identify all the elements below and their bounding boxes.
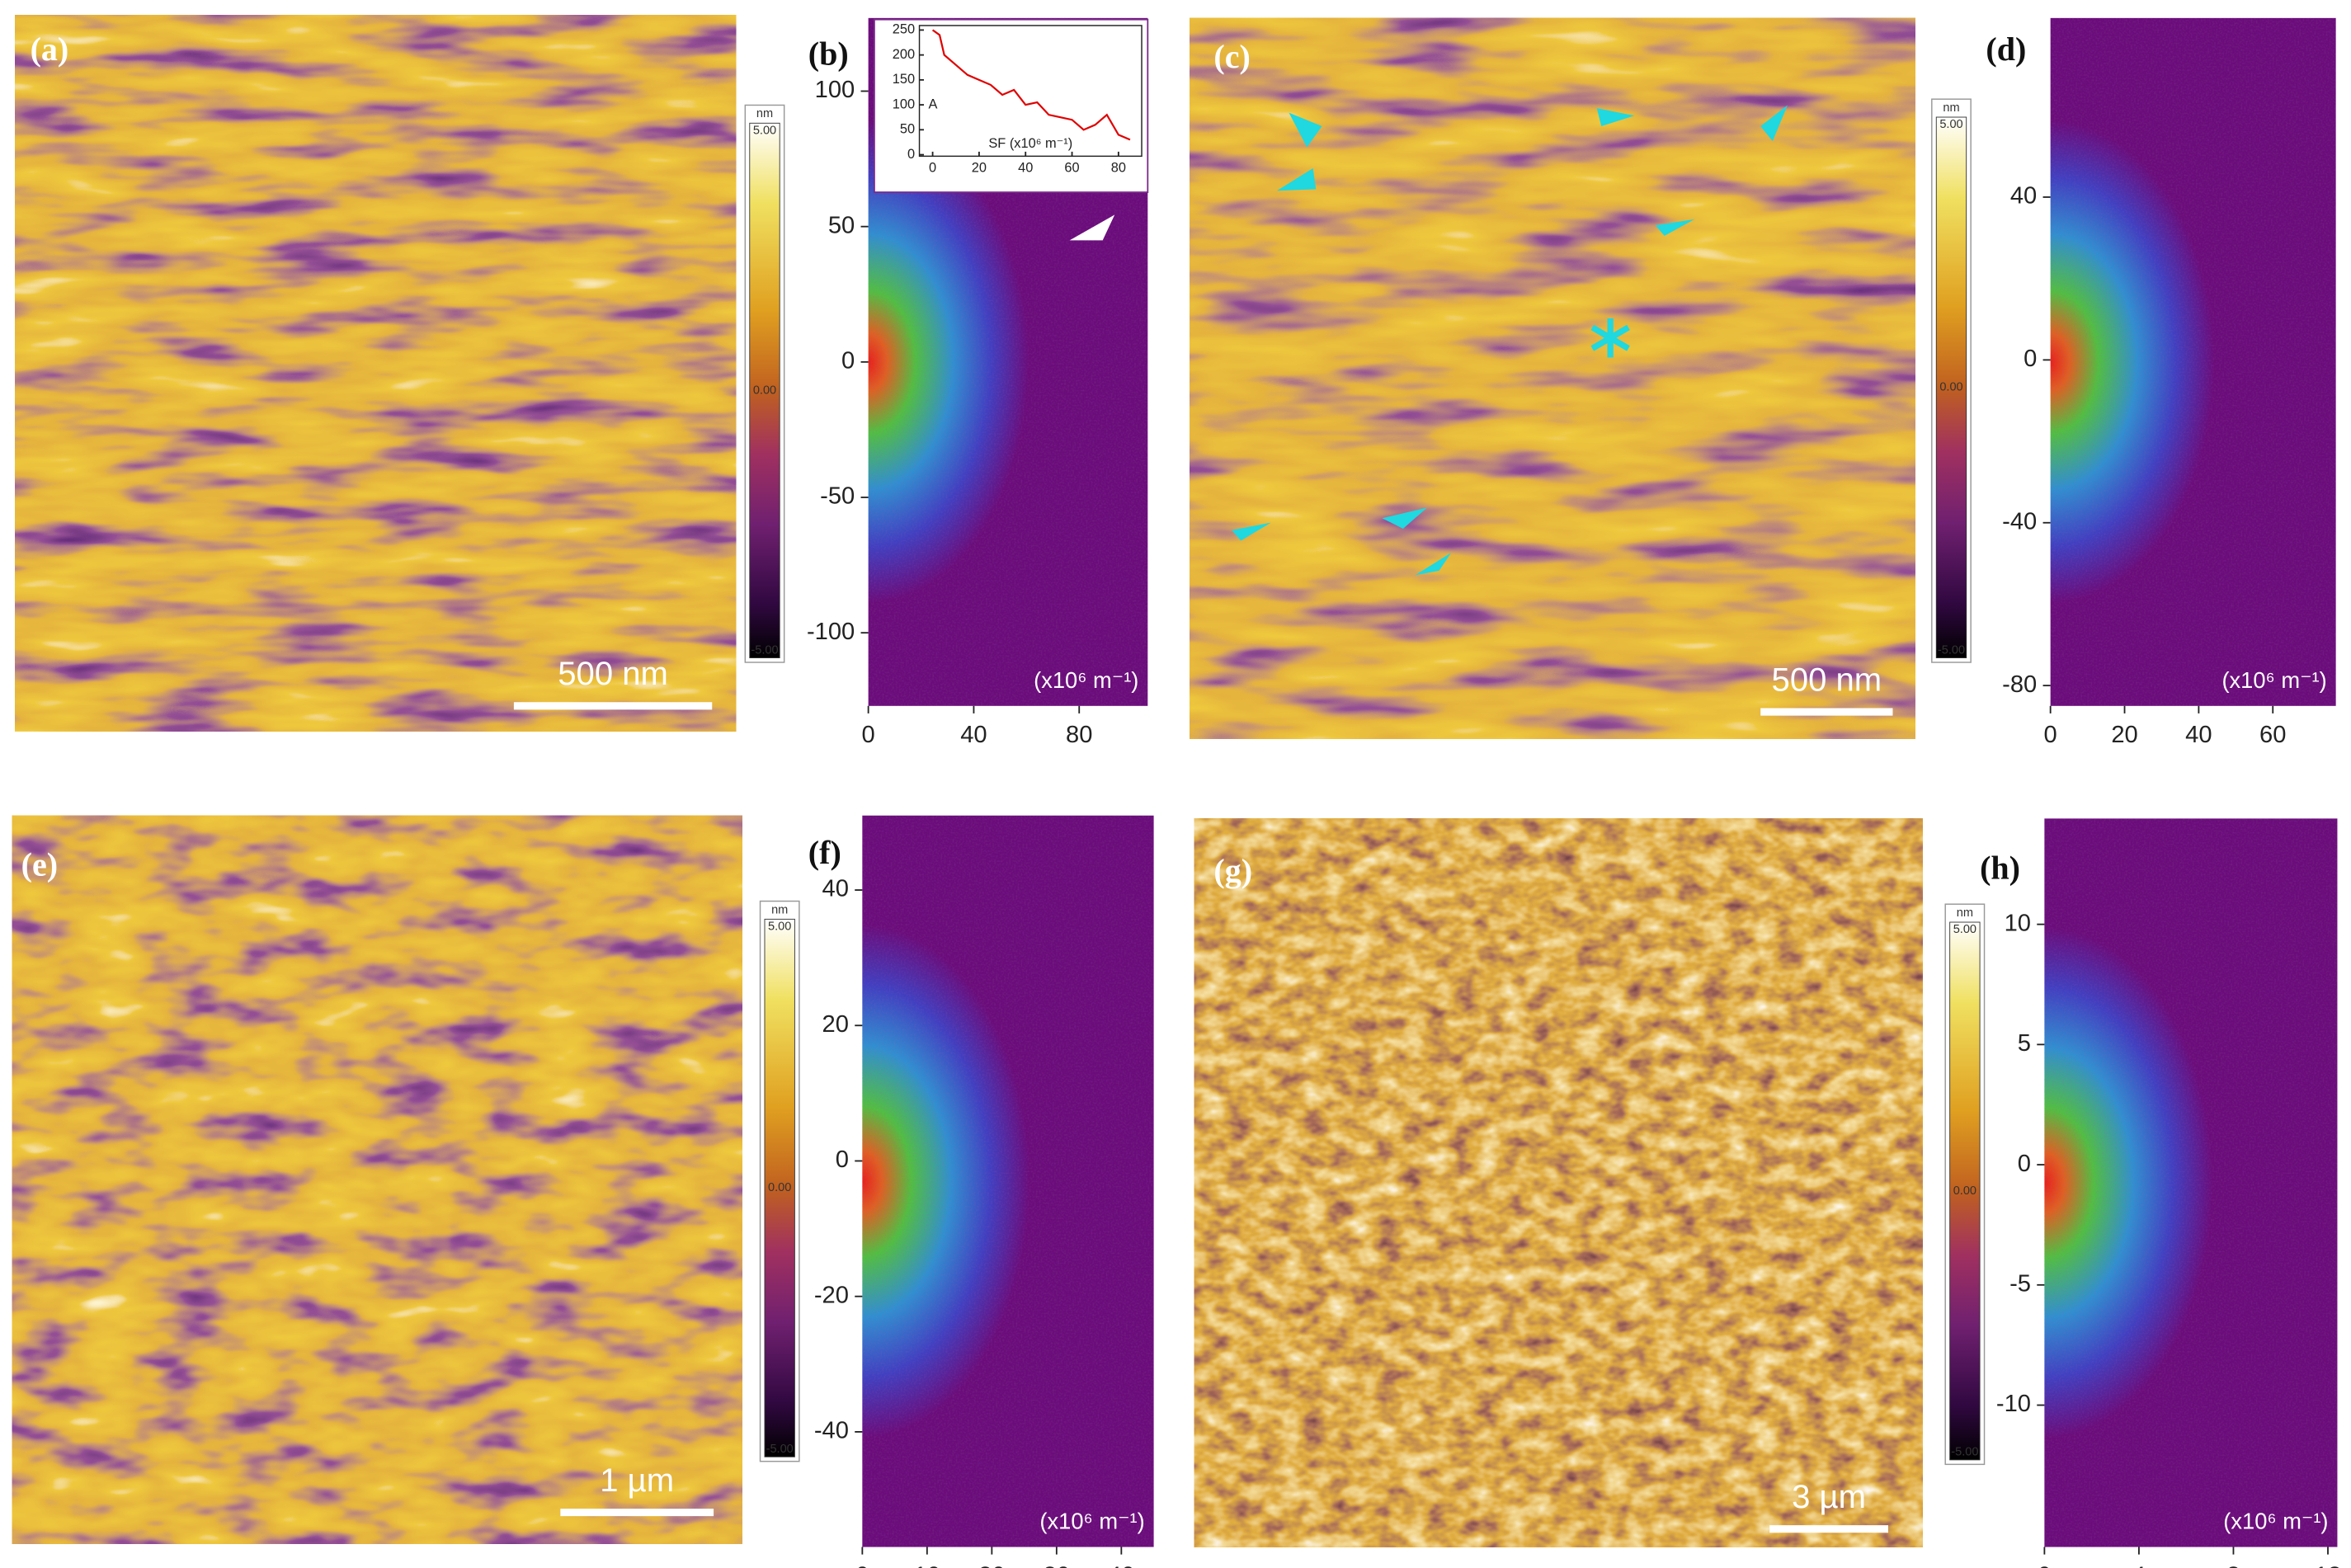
scale-bar-label: 500 nm [1772, 662, 1882, 698]
x-tick-label: 20 [2111, 722, 2137, 748]
x-tick-label: 0 [2038, 1563, 2051, 1568]
afm-image [15, 15, 737, 732]
x-tick-label: 40 [960, 722, 987, 748]
afm-image [1194, 818, 1923, 1547]
panel-label: (d) [1986, 31, 2026, 68]
arrowheads [1232, 105, 1788, 576]
colorbar-mid: 0.00 [753, 384, 776, 397]
inset-x-tick-label: 40 [1018, 160, 1033, 175]
colorbar-min: -5.00 [1938, 643, 1965, 657]
inset-x-tick-label: 60 [1064, 160, 1079, 175]
colorbar [764, 918, 795, 1457]
colorbar-mid: 0.00 [768, 1181, 791, 1194]
fft-noise [862, 815, 1154, 1547]
colorbar [749, 122, 780, 659]
scale-bar-label: 500 nm [558, 656, 668, 692]
x-tick-label: 10 [914, 1563, 940, 1568]
inset-y-tick-label: 0 [907, 147, 915, 162]
colorbar-max: 5.00 [1953, 923, 1976, 936]
inset-y-tick-label: 100 [893, 97, 915, 111]
scale-bar-label: 3 µm [1792, 1479, 1866, 1515]
unit-label: (x10⁶ m⁻¹) [2223, 1509, 2328, 1534]
y-tick-label: 0 [836, 1147, 849, 1173]
colorbar-min: -5.00 [751, 643, 778, 657]
y-tick-label: -100 [807, 619, 855, 645]
x-tick-label: 12 [2315, 1563, 2341, 1568]
panel-label: (a) [31, 31, 69, 68]
arrowhead [1069, 214, 1115, 241]
inset-x-tick-label: 80 [1111, 160, 1126, 175]
colorbar-unit: nm [756, 107, 773, 120]
inset-plot [918, 25, 1143, 158]
y-tick-label: -5 [2009, 1271, 2031, 1297]
colorbar-min: -5.00 [766, 1443, 794, 1456]
y-tick-label: 0 [2024, 346, 2037, 372]
panel-label: (e) [21, 846, 58, 883]
x-tick-label: 0 [855, 1563, 869, 1568]
y-tick-label: 0 [2018, 1151, 2031, 1177]
inset-x-tick-label: 20 [972, 160, 987, 175]
y-tick-label: -10 [1996, 1391, 2031, 1417]
y-tick-label: -20 [814, 1282, 849, 1308]
y-tick-label: 0 [841, 348, 855, 374]
fft-noise [2044, 818, 2338, 1547]
panel-label: (g) [1213, 852, 1252, 889]
x-tick-label: 30 [1044, 1563, 1070, 1568]
colorbar-unit: nm [771, 903, 788, 916]
inset-x-tick-label: 0 [929, 160, 936, 175]
y-tick-label: -40 [814, 1418, 849, 1444]
y-tick-label: -80 [2002, 671, 2037, 698]
x-tick-label: 4 [2132, 1563, 2146, 1568]
fft-noise [2050, 17, 2336, 706]
inset-y-tick-label: 250 [893, 22, 915, 37]
unit-label: (x10⁶ m⁻¹) [2221, 667, 2326, 693]
colorbar-unit: nm [1943, 101, 1959, 115]
inset-y-tick-label: 150 [893, 72, 915, 87]
panel-label: (h) [1980, 849, 2020, 886]
scale-bar-label: 1 µm [600, 1462, 674, 1499]
y-tick-label: -50 [820, 483, 855, 510]
panel-label: (c) [1213, 38, 1250, 75]
y-tick-label: 50 [828, 212, 855, 238]
panel-label: (f) [808, 834, 841, 871]
panel-label: (b) [808, 35, 849, 72]
y-tick-label: 40 [2010, 183, 2037, 210]
colorbar [1949, 921, 1981, 1461]
inset-y-tick-label: 50 [900, 122, 915, 137]
x-tick-label: 60 [2259, 722, 2286, 748]
colorbar-unit: nm [1957, 906, 1973, 920]
colorbar-min: -5.00 [1951, 1446, 1978, 1459]
unit-label: (x10⁶ m⁻¹) [1034, 667, 1138, 693]
colorbar-mid: 0.00 [1953, 1184, 1976, 1198]
afm-image [12, 815, 742, 1544]
y-tick-label: 5 [2018, 1030, 2031, 1057]
x-tick-label: 80 [1066, 722, 1092, 748]
colorbar-mid: 0.00 [1939, 381, 1962, 394]
unit-label: (x10⁶ m⁻¹) [1039, 1509, 1144, 1534]
inset-x-label: SF (x10⁶ m⁻¹) [988, 136, 1072, 151]
y-tick-label: -40 [2002, 508, 2037, 534]
y-tick-label: 100 [815, 77, 855, 103]
y-tick-label: 10 [2005, 910, 2031, 936]
inset-y-tick-label: 200 [893, 47, 915, 62]
y-tick-label: 20 [822, 1011, 849, 1038]
inset-frame [874, 18, 1149, 193]
colorbar-max: 5.00 [1939, 118, 1962, 131]
x-tick-label: 40 [2185, 722, 2212, 748]
x-tick-label: 0 [862, 722, 875, 748]
colorbar-max: 5.00 [753, 124, 776, 137]
x-tick-label: 40 [1108, 1563, 1134, 1568]
x-tick-label: 20 [978, 1563, 1005, 1568]
x-tick-label: 0 [2044, 722, 2057, 748]
colorbar-max: 5.00 [768, 920, 791, 933]
x-tick-label: 8 [2226, 1563, 2240, 1568]
colorbar [1935, 116, 1967, 659]
y-tick-label: 40 [822, 876, 849, 902]
inset-y-label: A [928, 97, 937, 111]
inset-line [931, 29, 1131, 141]
